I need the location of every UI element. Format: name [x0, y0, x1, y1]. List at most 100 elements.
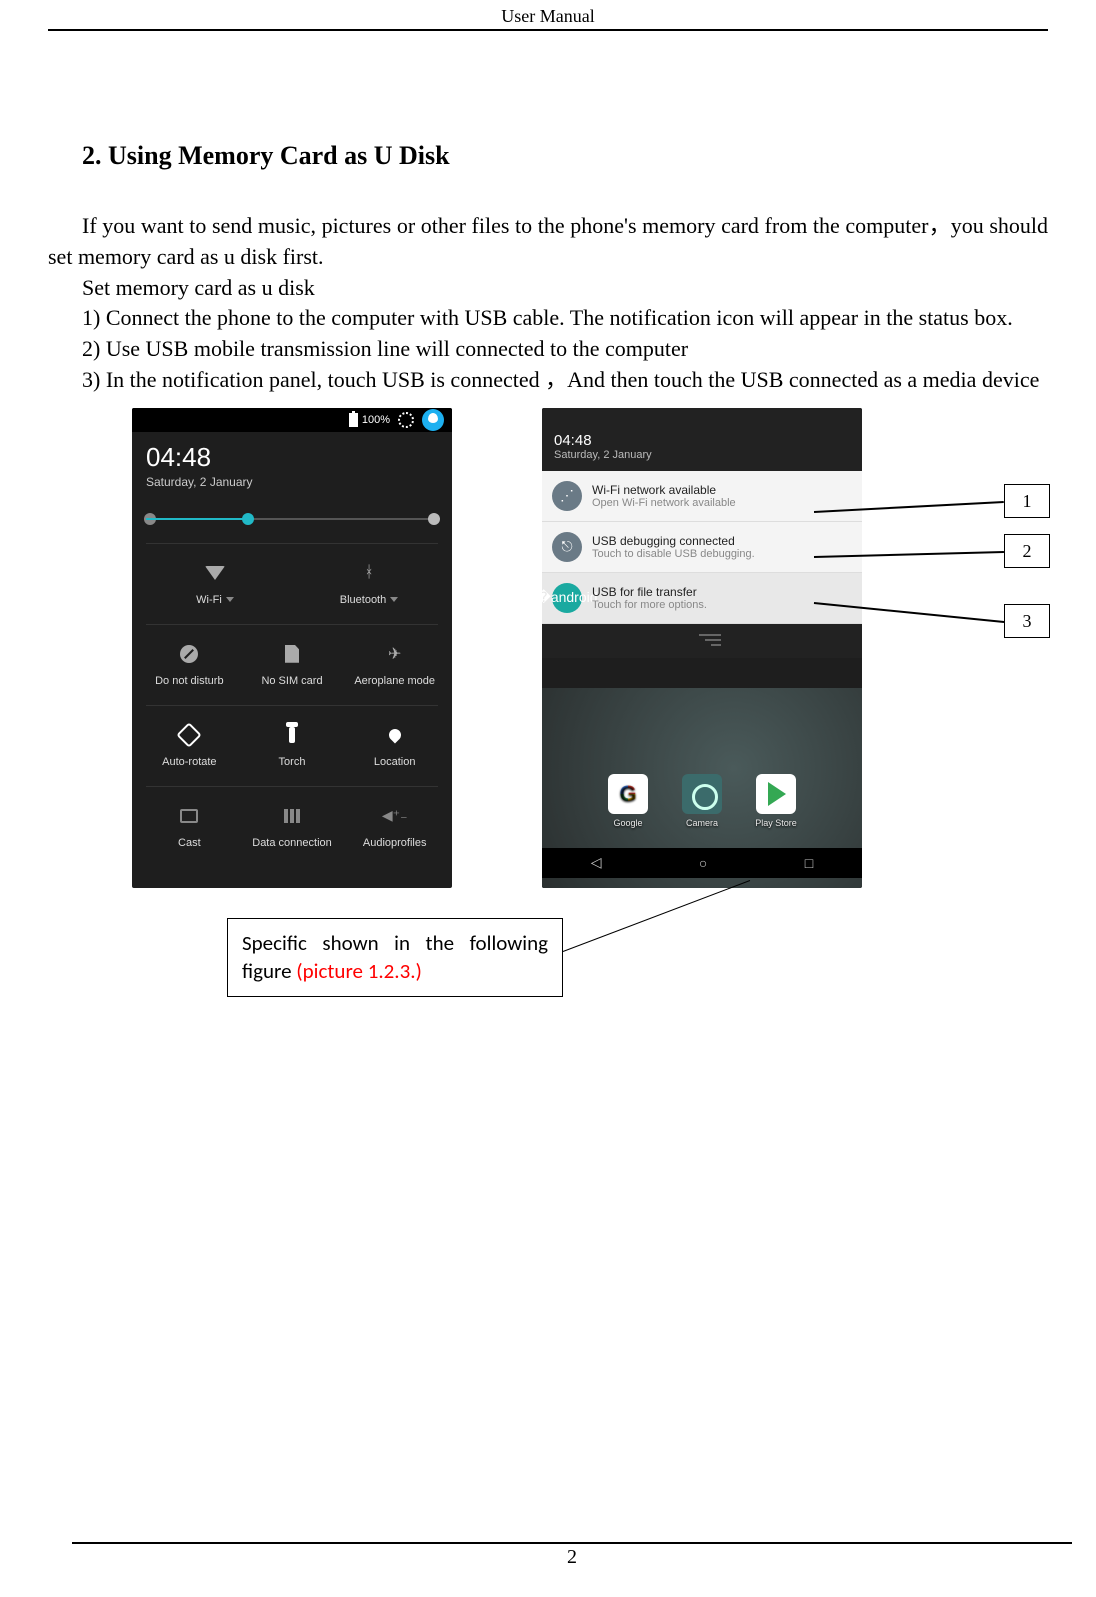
nav-home-icon[interactable]: ○	[699, 855, 707, 871]
page-number: 2	[567, 1546, 577, 1568]
app-label-camera: Camera	[686, 818, 718, 828]
section-heading: 2. Using Memory Card as U Disk	[82, 141, 1048, 171]
battery-indicator: 100%	[349, 413, 390, 427]
app-label-google: Google	[613, 818, 642, 828]
intro-paragraph: If you want to send music, pictures or o…	[48, 211, 1048, 273]
notification-usb-file-transfer[interactable]: �android USB for file transfer Touch for…	[542, 573, 862, 624]
tile-data[interactable]: Data connection	[241, 805, 344, 849]
chevron-down-icon	[226, 597, 234, 602]
torch-label: Torch	[279, 756, 306, 768]
cast-label: Cast	[178, 837, 201, 849]
sim-icon	[285, 645, 299, 663]
tile-wifi[interactable]: Wi-Fi	[138, 562, 292, 606]
plane-label: Aeroplane mode	[354, 675, 435, 687]
shade-drag-handle[interactable]	[683, 634, 721, 650]
usb-file-icon: �android	[552, 583, 582, 613]
header-title: User Manual	[501, 6, 594, 26]
slider-fill	[146, 518, 248, 520]
caption-text: Specific shown in the following figure	[242, 930, 548, 984]
android-navbar: ◁ ○ □	[542, 848, 862, 878]
rotate-label: Auto-rotate	[162, 756, 216, 768]
screenshot-notifications: Google Camera Play Store ◁ ○ □	[542, 408, 862, 888]
wifi-label: Wi-Fi	[196, 594, 222, 606]
brightness-high-icon	[428, 513, 440, 525]
user-avatar-icon[interactable]	[422, 409, 444, 431]
camera-icon	[682, 774, 722, 814]
page-footer: 2	[72, 1542, 1072, 1569]
app-playstore[interactable]: Play Store	[754, 774, 798, 828]
nav-recents-icon[interactable]: □	[805, 855, 813, 871]
battery-percent: 100%	[362, 414, 390, 426]
step-1: 1) Connect the phone to the computer wit…	[48, 303, 1048, 334]
tile-sim[interactable]: No SIM card	[241, 643, 344, 687]
shade-time: 04:48	[554, 432, 850, 449]
audio-label: Audioprofiles	[363, 837, 427, 849]
tile-aeroplane[interactable]: ✈ Aeroplane mode	[343, 643, 446, 687]
app-row: Google Camera Play Store	[606, 774, 798, 828]
google-icon	[608, 774, 648, 814]
tile-dnd[interactable]: Do not disturb	[138, 643, 241, 687]
tile-bluetooth[interactable]: ᚼ Bluetooth	[292, 562, 446, 606]
status-bar	[542, 408, 862, 428]
audio-icon: ◀⁺₋	[384, 805, 406, 827]
step-2: 2) Use USB mobile transmission line will…	[48, 334, 1048, 365]
nav-back-icon[interactable]: ◁	[591, 854, 602, 871]
shade-date: Saturday, 2 January	[554, 449, 850, 461]
play-store-icon	[756, 774, 796, 814]
qs-row-2: Do not disturb No SIM card ✈ Aeroplane m…	[132, 625, 452, 705]
app-label-play: Play Store	[755, 818, 797, 828]
bt-label: Bluetooth	[340, 594, 386, 606]
qs-time: 04:48	[132, 432, 452, 473]
notif-title: USB debugging connected	[592, 534, 755, 548]
chevron-down-icon	[390, 597, 398, 602]
qs-row-3: Auto-rotate Torch Location	[132, 706, 452, 786]
notif-subtitle: Touch to disable USB debugging.	[592, 548, 755, 560]
launcher-background: Google Camera Play Store ◁ ○ □	[542, 688, 862, 888]
tile-audioprofiles[interactable]: ◀⁺₋ Audioprofiles	[343, 805, 446, 849]
rotate-icon	[177, 722, 202, 747]
brightness-slider[interactable]	[146, 509, 438, 529]
cast-icon	[180, 809, 198, 823]
tile-torch[interactable]: Torch	[241, 724, 344, 768]
screenshot-quick-settings: 100% 04:48 Saturday, 2 January Wi-Fi	[132, 408, 452, 888]
battery-icon	[349, 413, 358, 427]
notif-title: Wi-Fi network available	[592, 483, 736, 497]
tile-autorotate[interactable]: Auto-rotate	[138, 724, 241, 768]
step-3: 3) In the notification panel, touch USB …	[48, 365, 1048, 396]
page-content: 2. Using Memory Card as U Disk If you wa…	[48, 141, 1048, 928]
wifi-icon	[205, 566, 225, 580]
sim-label: No SIM card	[261, 675, 322, 687]
screenshots-row: 100% 04:48 Saturday, 2 January Wi-Fi	[48, 408, 1048, 928]
data-label: Data connection	[252, 837, 332, 849]
caption-red-text: (picture 1.2.3.)	[296, 958, 422, 984]
tile-cast[interactable]: Cast	[138, 805, 241, 849]
notification-usb-debug[interactable]: ⎋ USB debugging connected Touch to disab…	[542, 522, 862, 573]
aeroplane-icon: ✈	[384, 643, 406, 665]
page-header: User Manual	[48, 0, 1048, 31]
qs-row-1: Wi-Fi ᚼ Bluetooth	[132, 544, 452, 624]
app-google[interactable]: Google	[606, 774, 650, 828]
data-icon	[290, 809, 294, 823]
loc-label: Location	[374, 756, 416, 768]
dnd-icon	[180, 645, 198, 663]
usb-debug-icon: ⎋	[552, 532, 582, 562]
notifications-list: ⋰ Wi-Fi network available Open Wi-Fi net…	[542, 471, 862, 658]
shade-header: 04:48 Saturday, 2 January	[542, 428, 862, 471]
status-bar: 100%	[132, 408, 452, 432]
qs-date: Saturday, 2 January	[132, 473, 452, 503]
app-camera[interactable]: Camera	[680, 774, 724, 828]
set-line: Set memory card as u disk	[48, 273, 1048, 304]
notif-subtitle: Touch for more options.	[592, 599, 707, 611]
notif-title: USB for file transfer	[592, 585, 707, 599]
dnd-label: Do not disturb	[155, 675, 223, 687]
caption-box: Specific shown in the following figure (…	[227, 918, 563, 997]
bluetooth-icon: ᚼ	[358, 562, 380, 584]
wifi-notif-icon: ⋰	[552, 481, 582, 511]
torch-icon	[289, 727, 295, 743]
qs-row-4: Cast Data connection ◀⁺₋ Audioprofiles	[132, 787, 452, 867]
slider-thumb[interactable]	[242, 513, 254, 525]
notif-subtitle: Open Wi-Fi network available	[592, 497, 736, 509]
notification-wifi[interactable]: ⋰ Wi-Fi network available Open Wi-Fi net…	[542, 471, 862, 522]
settings-gear-icon[interactable]	[398, 412, 414, 428]
tile-location[interactable]: Location	[343, 724, 446, 768]
